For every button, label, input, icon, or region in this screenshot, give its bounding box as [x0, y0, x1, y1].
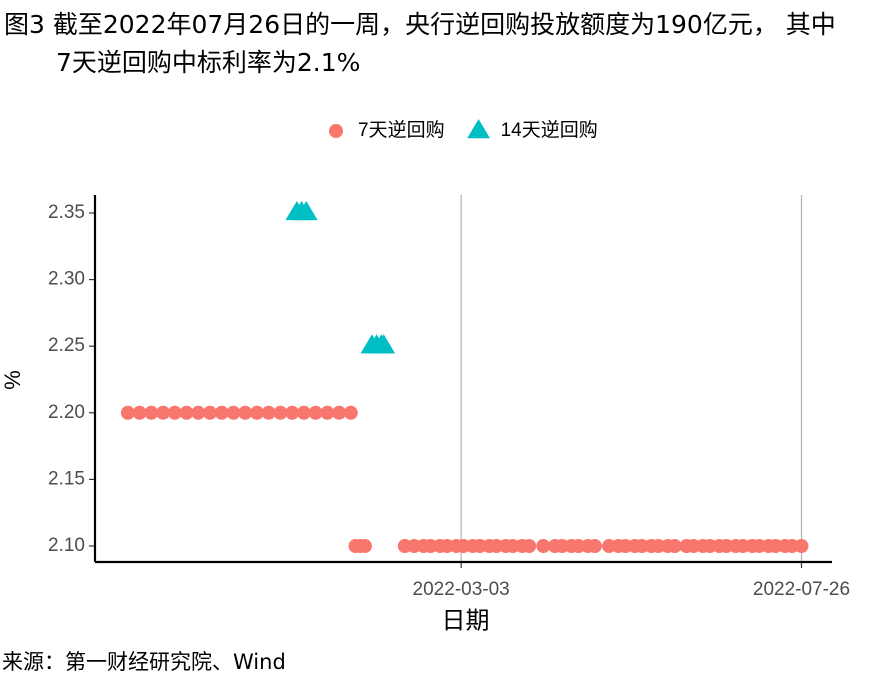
point: [285, 405, 300, 420]
point: [308, 405, 323, 420]
point: [372, 334, 396, 354]
legend-label: 14天逆回购: [501, 119, 598, 141]
point: [203, 405, 218, 420]
point: [261, 405, 276, 420]
point: [156, 405, 171, 420]
point: [238, 405, 253, 420]
point: [332, 405, 347, 420]
point: [132, 405, 147, 420]
y-tick-label: 2.30: [48, 269, 85, 290]
y-tick-label: 2.35: [48, 202, 85, 223]
point: [226, 405, 241, 420]
point: [587, 539, 602, 554]
point: [667, 539, 682, 554]
legend-marker: [467, 119, 490, 139]
point: [536, 539, 551, 554]
point: [296, 405, 311, 420]
x-axis-title: 日期: [442, 607, 490, 634]
point: [179, 405, 194, 420]
point: [522, 539, 537, 554]
x-tick-label: 2022-07-26: [753, 579, 850, 600]
x-tick-label: 2022-03-03: [413, 579, 510, 600]
source-note: 来源：第一财经研究院、Wind: [2, 650, 286, 674]
point: [120, 405, 135, 420]
point: [249, 405, 264, 420]
y-tick-label: 2.10: [48, 535, 85, 556]
point: [794, 539, 809, 554]
chart-title: 图3 截至2022年07月26日的一周，央行逆回购投放额度为190亿元， 其中7…: [4, 10, 836, 77]
y-tick-label: 2.15: [48, 468, 85, 489]
point: [343, 405, 358, 420]
point: [357, 539, 372, 554]
point: [167, 405, 182, 420]
point: [191, 405, 206, 420]
point: [144, 405, 159, 420]
y-tick-label: 2.25: [48, 335, 85, 356]
y-axis-title: %: [0, 370, 25, 390]
legend-label: 7天逆回购: [358, 119, 445, 141]
point: [214, 405, 229, 420]
y-tick-label: 2.20: [48, 402, 85, 423]
legend-marker: [329, 124, 343, 138]
point: [294, 200, 318, 221]
point: [273, 405, 288, 420]
point: [320, 405, 335, 420]
